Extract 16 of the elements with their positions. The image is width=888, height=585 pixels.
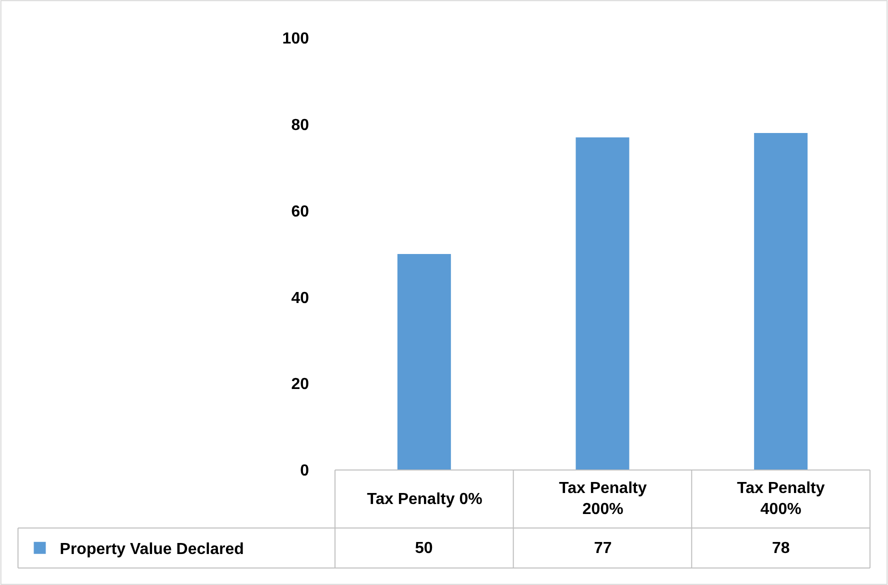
data-label: 78 — [772, 540, 790, 557]
y-tick-label: 100 — [282, 30, 310, 48]
legend-label: Property Value Declared — [60, 541, 244, 558]
x-tick-label: Tax Penalty 0% — [367, 491, 482, 508]
y-tick-label: 40 — [291, 290, 310, 307]
x-tick-label: Tax Penalty 200% — [559, 480, 647, 518]
y-tick-label: 20 — [291, 376, 310, 394]
data-label: 50 — [415, 540, 433, 557]
bar — [754, 133, 808, 470]
y-tick-label: 80 — [291, 117, 310, 134]
bar — [576, 137, 630, 470]
y-tick-label: 0 — [300, 462, 310, 480]
y-tick-label: 60 — [291, 203, 310, 220]
bar — [397, 254, 451, 470]
x-tick-label: Tax Penalty 400% — [737, 480, 825, 518]
data-label: 77 — [594, 540, 612, 557]
